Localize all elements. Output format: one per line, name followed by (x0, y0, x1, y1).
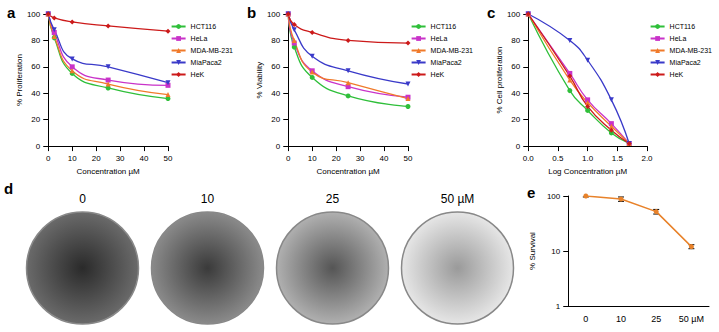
html-text:0: 0 (79, 192, 86, 206)
svg-text:0: 0 (583, 314, 588, 324)
svg-text:c: c (487, 4, 495, 21)
svg-text:40: 40 (271, 89, 280, 98)
svg-text:0.5: 0.5 (552, 154, 564, 163)
svg-text:MiaPaca2: MiaPaca2 (431, 59, 462, 66)
svg-text:HeK: HeK (670, 71, 684, 78)
svg-text:40: 40 (140, 154, 149, 163)
svg-text:HeK: HeK (191, 71, 205, 78)
svg-text:10: 10 (68, 154, 77, 163)
svg-text:1.5: 1.5 (612, 154, 624, 163)
svg-text:% Survival: % Survival (528, 232, 537, 270)
svg-text:HeLa: HeLa (431, 35, 448, 42)
svg-text:0: 0 (46, 154, 51, 163)
svg-text:50 µM: 50 µM (679, 314, 704, 324)
svg-text:% Proliferation: % Proliferation (15, 54, 24, 106)
svg-text:HeLa: HeLa (191, 35, 208, 42)
svg-text:2.0: 2.0 (641, 154, 653, 163)
svg-text:20: 20 (31, 115, 40, 124)
svg-text:HCT116: HCT116 (670, 23, 696, 30)
svg-text:25: 25 (651, 314, 661, 324)
svg-text:60: 60 (31, 62, 40, 71)
svg-text:1: 1 (556, 302, 561, 311)
svg-text:10: 10 (308, 154, 317, 163)
svg-text:80: 80 (511, 36, 520, 45)
svg-text:20: 20 (332, 154, 341, 163)
svg-text:0: 0 (36, 142, 41, 151)
svg-text:30: 30 (356, 154, 365, 163)
html-text:d: d (4, 180, 14, 197)
svg-text:80: 80 (271, 36, 280, 45)
svg-text:10: 10 (551, 247, 560, 256)
svg-text:HCT116: HCT116 (431, 23, 457, 30)
svg-text:0: 0 (286, 154, 291, 163)
html-text:50 µM: 50 µM (440, 192, 475, 206)
svg-text:80: 80 (31, 36, 40, 45)
svg-text:100: 100 (507, 10, 521, 19)
html-text:25: 25 (325, 192, 340, 206)
svg-text:HeLa: HeLa (670, 35, 687, 42)
svg-text:30: 30 (116, 154, 125, 163)
svg-text:% Viability: % Viability (255, 62, 264, 99)
svg-text:HCT116: HCT116 (191, 23, 217, 30)
svg-text:100: 100 (547, 192, 561, 201)
svg-text:1.0: 1.0 (582, 154, 594, 163)
svg-text:40: 40 (511, 89, 520, 98)
svg-text:10: 10 (616, 314, 626, 324)
svg-text:MiaPaca2: MiaPaca2 (670, 59, 701, 66)
svg-text:Concentration µM: Concentration µM (316, 167, 380, 176)
svg-text:40: 40 (31, 89, 40, 98)
svg-text:MiaPaca2: MiaPaca2 (191, 59, 222, 66)
svg-text:MDA-MB-231: MDA-MB-231 (191, 47, 234, 54)
svg-text:0: 0 (516, 142, 521, 151)
svg-text:HeK: HeK (431, 71, 445, 78)
svg-text:40: 40 (380, 154, 389, 163)
svg-text:e: e (527, 184, 535, 201)
svg-text:0.0: 0.0 (523, 154, 535, 163)
svg-text:50: 50 (164, 154, 173, 163)
svg-text:Log Concentration µM: Log Concentration µM (548, 167, 627, 176)
svg-text:Concentration µM: Concentration µM (76, 167, 140, 176)
svg-text:100: 100 (27, 10, 41, 19)
svg-text:MDA-MB-231: MDA-MB-231 (670, 47, 713, 54)
html-text:10: 10 (200, 192, 215, 206)
svg-text:% Cell proliferation: % Cell proliferation (495, 46, 504, 113)
svg-text:20: 20 (511, 115, 520, 124)
svg-text:20: 20 (271, 115, 280, 124)
svg-text:100: 100 (267, 10, 281, 19)
svg-text:b: b (247, 4, 256, 21)
svg-text:0: 0 (276, 142, 281, 151)
svg-text:50: 50 (404, 154, 413, 163)
svg-text:MDA-MB-231: MDA-MB-231 (431, 47, 474, 54)
svg-text:a: a (7, 4, 16, 21)
svg-text:60: 60 (511, 62, 520, 71)
svg-text:60: 60 (271, 62, 280, 71)
svg-text:20: 20 (92, 154, 101, 163)
